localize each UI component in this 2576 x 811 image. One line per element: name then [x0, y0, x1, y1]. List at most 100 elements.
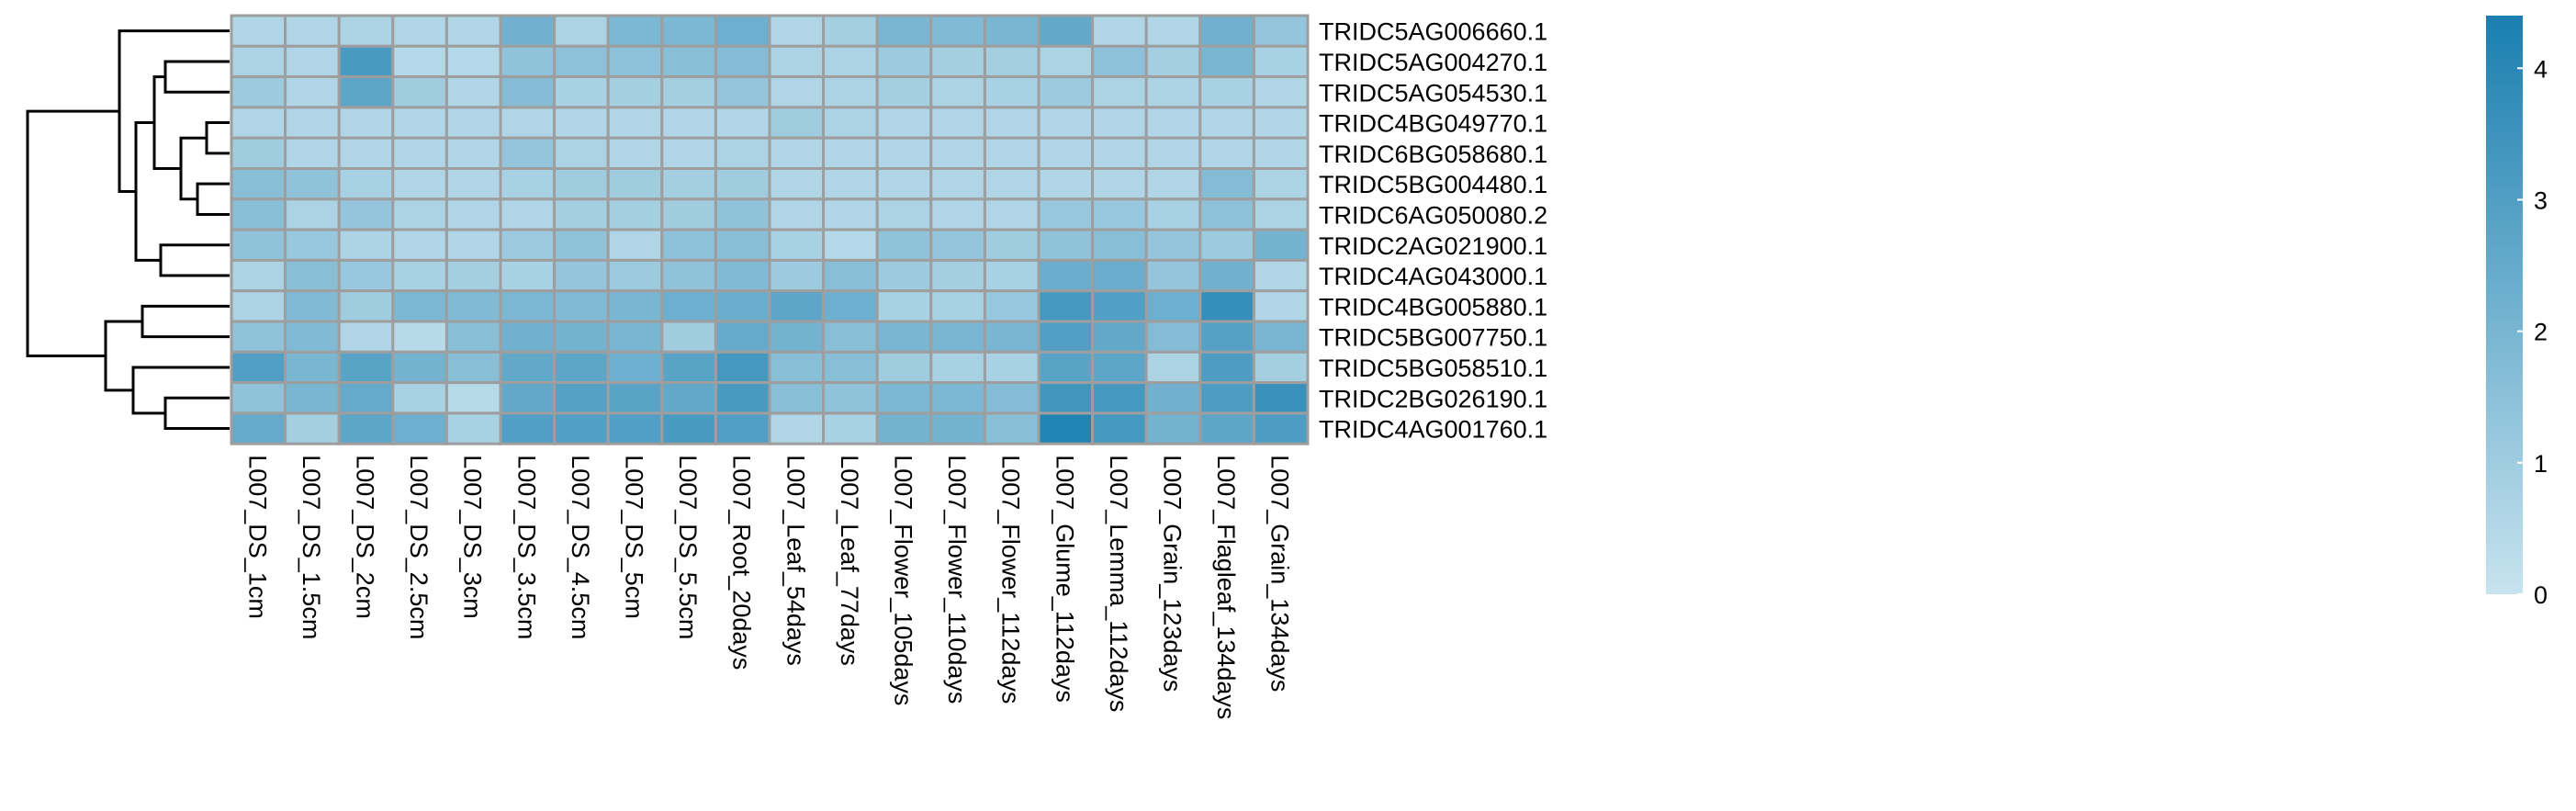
row-label: TRIDC5BG007750.1	[1319, 324, 1547, 352]
heatmap-cell	[1091, 289, 1148, 323]
heatmap-cell	[875, 320, 933, 354]
row-label: TRIDC6BG058680.1	[1319, 141, 1547, 168]
heatmap-cell	[606, 320, 664, 354]
heatmap-cell	[1198, 228, 1255, 262]
heatmap-cell	[660, 75, 717, 109]
heatmap-cell	[444, 228, 502, 262]
heatmap-cell	[1091, 136, 1148, 170]
heatmap-cell	[337, 289, 395, 323]
heatmap-cell	[391, 320, 448, 354]
heatmap-cell	[606, 289, 664, 323]
heatmap-cell	[929, 411, 986, 445]
heatmap-cell	[768, 44, 826, 79]
heatmap-cell	[444, 75, 502, 109]
heatmap-cell	[660, 411, 717, 445]
heatmap-cell	[768, 289, 826, 323]
heatmap-cell	[1144, 136, 1202, 170]
heatmap-cell	[1252, 106, 1310, 140]
heatmap-cell	[444, 106, 502, 140]
heatmap-cell	[1198, 411, 1255, 445]
heatmap-cell	[1091, 381, 1148, 415]
heatmap-cell	[1144, 75, 1202, 109]
heatmap-cell	[553, 258, 610, 293]
column-label: L007_DS_2.5cm	[405, 455, 433, 639]
heatmap-cell	[553, 350, 610, 385]
heatmap-cell	[660, 381, 717, 415]
heatmap-cell	[660, 320, 717, 354]
heatmap-cell	[875, 75, 933, 109]
heatmap-cell	[1252, 136, 1310, 170]
heatmap-cell	[822, 197, 879, 231]
heatmap-cell	[875, 197, 933, 231]
dendrogram-branch	[104, 320, 142, 392]
heatmap-cell	[553, 289, 610, 323]
heatmap-cell	[444, 350, 502, 385]
heatmap-cell	[1091, 228, 1148, 262]
heatmap-cell	[337, 136, 395, 170]
heatmap-cell	[230, 75, 287, 109]
heatmap-cell	[983, 14, 1041, 48]
heatmap-cell	[391, 258, 448, 293]
heatmap-cell	[1144, 197, 1202, 231]
heatmap-cell	[1198, 258, 1255, 293]
heatmap-cell	[983, 289, 1041, 323]
heatmap-cell	[875, 167, 933, 201]
heatmap-cell	[1091, 167, 1148, 201]
row-label: TRIDC2AG021900.1	[1319, 232, 1547, 260]
column-label: L007_DS_1.5cm	[298, 455, 325, 639]
heatmap-cell	[983, 258, 1041, 293]
heatmap-cell	[337, 350, 395, 385]
heatmap-cell	[714, 75, 771, 109]
heatmap-cell	[929, 136, 986, 170]
dendrogram-branch	[134, 121, 161, 262]
heatmap-cell	[1252, 320, 1310, 354]
column-label: L007_DS_3cm	[459, 455, 487, 619]
heatmap-cell	[284, 106, 341, 140]
heatmap-cell	[660, 106, 717, 140]
heatmap-cell	[284, 136, 341, 170]
heatmap-cell	[1252, 44, 1310, 79]
heatmap-cell	[230, 258, 287, 293]
heatmap-cell	[983, 136, 1041, 170]
heatmap-cell	[1091, 75, 1148, 109]
column-label: L007_DS_5cm	[621, 455, 648, 619]
heatmap-cell	[1252, 75, 1310, 109]
row-label: TRIDC4AG001760.1	[1319, 416, 1547, 444]
heatmap-cell	[499, 289, 557, 323]
heatmap-cell	[553, 167, 610, 201]
heatmap-cell	[1144, 106, 1202, 140]
heatmap-cell	[1091, 258, 1148, 293]
heatmap-cell	[983, 44, 1041, 79]
heatmap-cell	[929, 44, 986, 79]
heatmap-cell	[983, 75, 1041, 109]
heatmap-cell	[391, 75, 448, 109]
dendrogram-branch	[152, 75, 181, 170]
heatmap-cell	[714, 381, 771, 415]
heatmap-cell	[230, 197, 287, 231]
heatmap-cell	[1037, 381, 1095, 415]
heatmap-cell	[499, 228, 557, 262]
heatmap-cell	[768, 411, 826, 445]
legend-tick-label: 3	[2534, 186, 2548, 214]
heatmap-cell	[1198, 289, 1255, 323]
column-labels: L007_DS_1cm L007_DS_1.5cm L007_DS_2cm L007_…	[243, 455, 1293, 719]
heatmap-cell	[822, 167, 879, 201]
heatmap-cell	[553, 411, 610, 445]
heatmap-cell	[230, 350, 287, 385]
heatmap-cell	[1091, 320, 1148, 354]
heatmap-cell	[1037, 197, 1095, 231]
heatmap-cell	[768, 167, 826, 201]
heatmap-cell	[1037, 14, 1095, 48]
heatmap-cell	[714, 167, 771, 201]
heatmap-cell	[391, 228, 448, 262]
heatmap-cell	[1037, 106, 1095, 140]
heatmap-cell	[768, 228, 826, 262]
heatmap-cell	[875, 411, 933, 445]
heatmap-cell	[1198, 44, 1255, 79]
heatmap-cell	[1198, 320, 1255, 354]
heatmap-cell	[1037, 320, 1095, 354]
heatmap-cell	[1252, 167, 1310, 201]
column-label: L007_Flower_110days	[943, 455, 971, 704]
heatmap-cell	[1144, 381, 1202, 415]
heatmap-cell	[660, 289, 717, 323]
